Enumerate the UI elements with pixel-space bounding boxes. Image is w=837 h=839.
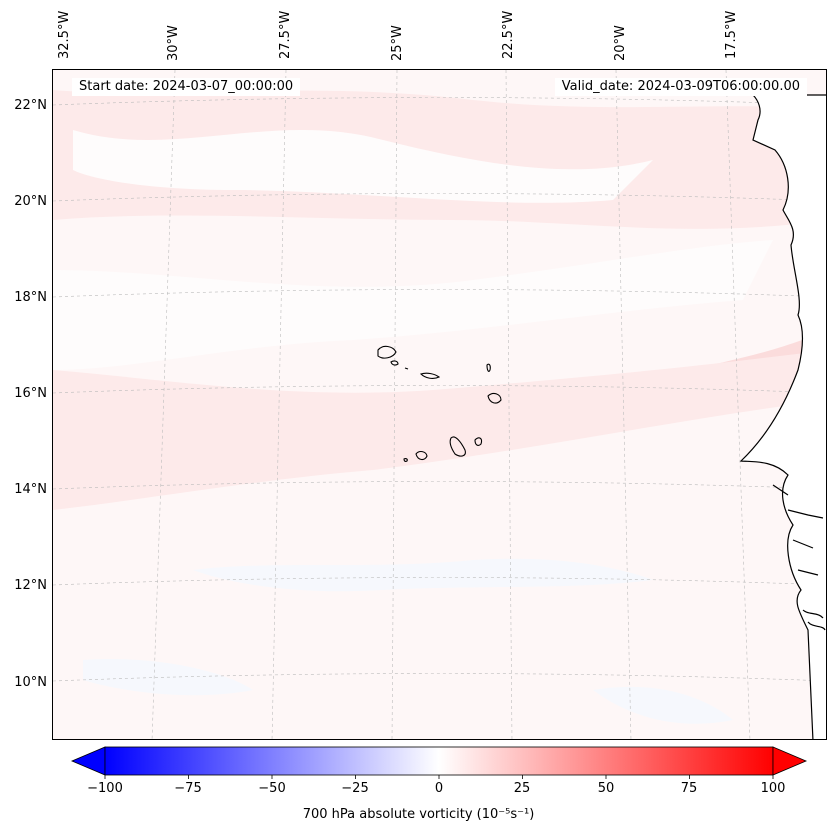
colorbar-tick-label: −25 [341, 781, 369, 796]
senegal-detail [772, 484, 824, 576]
colorbar-extend-min [70, 746, 106, 776]
colorbar-tick-label: −75 [174, 781, 202, 796]
island-fogo [415, 451, 428, 461]
meridian-27-5w [271, 70, 287, 739]
parallel-16n [53, 385, 826, 394]
colorbar-tick-label: 50 [597, 781, 615, 796]
field-band-north-light [73, 130, 653, 203]
lat-label-22n: 22°N [14, 98, 47, 113]
meridian-30w [151, 70, 176, 739]
colorbar-tick-label: −50 [258, 781, 286, 796]
meridian-22-5w [505, 70, 513, 739]
parallel-18n [53, 289, 826, 298]
africa-coast [739, 94, 826, 739]
parallel-20n [53, 193, 826, 202]
lon-label-22-5w: 22.5°W [501, 10, 516, 59]
cape-verde-islands [377, 345, 502, 462]
lat-label-18n: 18°N [14, 290, 47, 305]
island-sao-nicolau [419, 372, 441, 379]
lon-label-32-5w: 32.5°W [57, 10, 72, 59]
field-area-faint-blue-3 [593, 686, 733, 724]
graticule [53, 70, 826, 739]
island-santa-luzia [404, 367, 409, 370]
field-band-south-pink [53, 350, 826, 510]
meridian-20w [615, 70, 632, 739]
start-date-label: Start date: 2024-03-07_00:00:00 [72, 78, 301, 96]
colorbar-tick-label: −100 [87, 781, 123, 796]
lon-label-30w: 30°W [166, 25, 181, 61]
lon-label-25w: 25°W [390, 25, 405, 61]
colorbar-tick-label: 75 [680, 781, 698, 796]
parallel-12n [53, 577, 826, 586]
island-brava [403, 458, 408, 462]
field-band-mid-light [53, 240, 773, 370]
island-santo-antao [377, 345, 397, 359]
parallel-10n [53, 673, 826, 682]
island-santiago [449, 436, 466, 457]
colorbar-tick-label: 0 [434, 781, 444, 796]
colorbar [70, 746, 808, 779]
parallel-22n [53, 97, 826, 106]
lat-label-14n: 14°N [14, 482, 47, 497]
lat-label-16n: 16°N [14, 386, 47, 401]
colorbar-gradient [104, 746, 774, 776]
meridian-25w [391, 70, 398, 739]
vorticity-field [53, 70, 826, 739]
parallel-14n [53, 481, 826, 490]
island-maio [474, 437, 483, 446]
valid-date-label: Valid_date: 2024-03-09T06:00:00.00 [554, 78, 807, 96]
colorbar-tick-marks [104, 775, 774, 779]
meridian-17-5w [725, 70, 751, 739]
lat-label-10n: 10°N [14, 675, 47, 690]
colorbar-extend-max [772, 746, 808, 776]
lon-label-27-5w: 27.5°W [278, 10, 293, 59]
coastline [739, 94, 826, 739]
lon-label-17-5w: 17.5°W [724, 10, 739, 59]
island-sao-vicente [390, 360, 399, 366]
colorbar-tick-label: 100 [760, 781, 786, 796]
field-area-faint-blue-1 [193, 558, 653, 592]
island-boa-vista [487, 392, 502, 404]
lon-label-20w: 20°W [613, 25, 628, 61]
bissau-islands [802, 609, 826, 631]
colorbar-tick-label: 25 [513, 781, 531, 796]
island-sal [486, 363, 491, 372]
map-plot-area: Start date: 2024-03-07_00:00:00 Valid_da… [52, 69, 827, 740]
lat-label-20n: 20°N [14, 194, 47, 209]
lat-label-12n: 12°N [14, 578, 47, 593]
colorbar-label: 700 hPa absolute vorticity (10⁻⁵s⁻¹) [302, 807, 535, 822]
